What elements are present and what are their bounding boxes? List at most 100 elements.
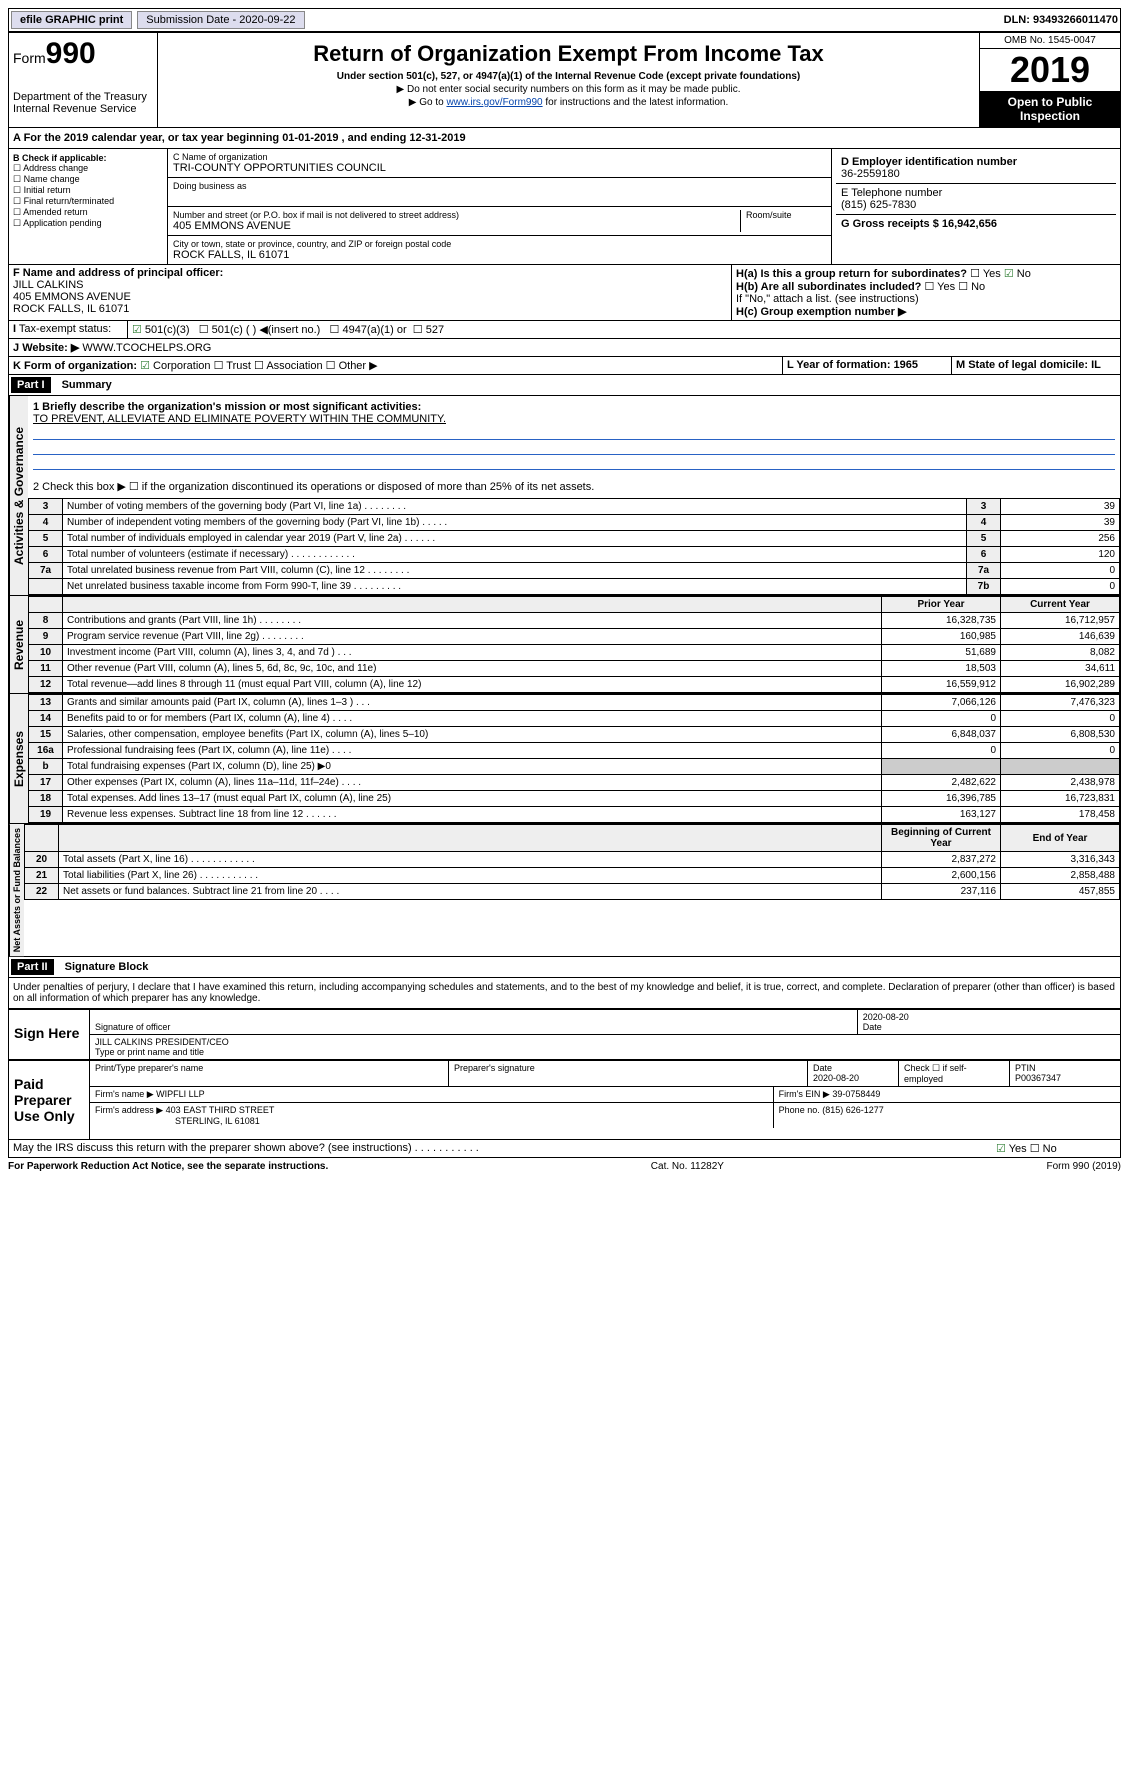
ein-label: D Employer identification number: [841, 156, 1017, 168]
table-cell: 256: [1001, 531, 1120, 547]
box-b-opt[interactable]: Final return/terminated: [13, 196, 163, 207]
table-cell: 2,858,488: [1001, 868, 1120, 884]
table-cell: 7,476,323: [1001, 695, 1120, 711]
box-b-opt[interactable]: Application pending: [13, 218, 163, 229]
table-cell: 178,458: [1001, 807, 1120, 823]
org-name: TRI-COUNTY OPPORTUNITIES COUNCIL: [173, 162, 826, 174]
table-cell: [1001, 759, 1120, 775]
efile-btn[interactable]: efile GRAPHIC print: [11, 11, 132, 29]
self-employed-check[interactable]: Check ☐ if self-employed: [899, 1061, 1010, 1086]
firm-phone: (815) 626-1277: [822, 1105, 884, 1115]
501c3-check[interactable]: 501(c)(3): [132, 324, 190, 336]
firm-addr: 403 EAST THIRD STREET: [166, 1105, 275, 1115]
phone-value: (815) 625-7830: [841, 199, 1111, 211]
q2: 2 Check this box ▶ ☐ if the organization…: [33, 480, 1115, 493]
table-cell: 120: [1001, 547, 1120, 563]
sig-date: 2020-08-20: [863, 1012, 1115, 1022]
paid-preparer-label: Paid Preparer Use Only: [9, 1061, 90, 1139]
table-cell: 2,600,156: [882, 868, 1001, 884]
ein-value: 36-2559180: [841, 168, 1111, 180]
table-cell: 16,396,785: [882, 791, 1001, 807]
box-b-opt[interactable]: Name change: [13, 174, 163, 185]
h-b: H(b) Are all subordinates included?: [736, 281, 921, 293]
org-address: 405 EMMONS AVENUE: [173, 220, 740, 232]
ha-no-check[interactable]: No: [1004, 268, 1031, 280]
table-cell: 16,723,831: [1001, 791, 1120, 807]
part-i-header: Part I: [11, 377, 51, 393]
line-a: A For the 2019 calendar year, or tax yea…: [9, 128, 1120, 148]
state-domicile: M State of legal domicile: IL: [956, 359, 1101, 371]
table-cell: 237,116: [882, 884, 1001, 900]
table-cell: 0: [1001, 579, 1120, 595]
form-ref: Form 990 (2019): [1047, 1161, 1121, 1172]
website-value: WWW.TCOCHELPS.ORG: [82, 342, 211, 354]
subtitle-1: Under section 501(c), 527, or 4947(a)(1)…: [164, 71, 973, 82]
form-number: 990: [46, 37, 96, 70]
table-cell: [882, 759, 1001, 775]
table-cell: 0: [1001, 711, 1120, 727]
table-cell: 2,482,622: [882, 775, 1001, 791]
table-cell: 8,082: [1001, 645, 1120, 661]
officer-name: JILL CALKINS: [13, 279, 84, 291]
box-b-opt[interactable]: Initial return: [13, 185, 163, 196]
website-label: Website: ▶: [22, 342, 79, 354]
box-b-opt[interactable]: Address change: [13, 163, 163, 174]
discuss-yes[interactable]: Yes: [996, 1143, 1027, 1155]
dln: DLN: 93493266011470: [1004, 14, 1118, 26]
officer-typed-name: JILL CALKINS PRESIDENT/CEO: [95, 1037, 1115, 1047]
irs-label: Internal Revenue Service: [13, 103, 153, 115]
firm-ein: 39-0758449: [832, 1089, 880, 1099]
table-cell: 7,066,126: [882, 695, 1001, 711]
public-inspection: Open to Public Inspection: [980, 91, 1120, 127]
instructions-link[interactable]: www.irs.gov/Form990: [446, 97, 542, 108]
table-cell: 16,328,735: [882, 613, 1001, 629]
table-cell: 146,639: [1001, 629, 1120, 645]
h-a: H(a) Is this a group return for subordin…: [736, 268, 967, 280]
table-cell: 16,712,957: [1001, 613, 1120, 629]
table-cell: 16,559,912: [882, 677, 1001, 693]
table-cell: 160,985: [882, 629, 1001, 645]
box-b-title: B Check if applicable:: [13, 153, 107, 163]
ptin: P00367347: [1015, 1073, 1061, 1083]
prep-date: 2020-08-20: [813, 1073, 859, 1083]
discuss-question: May the IRS discuss this return with the…: [13, 1142, 479, 1154]
tax-year: 2019: [980, 49, 1120, 91]
table-cell: 51,689: [882, 645, 1001, 661]
form-title: Return of Organization Exempt From Incom…: [162, 41, 975, 67]
org-city: ROCK FALLS, IL 61071: [173, 249, 826, 261]
corp-check[interactable]: Corporation: [140, 360, 210, 372]
perjury-statement: Under penalties of perjury, I declare th…: [8, 978, 1121, 1009]
sidebar-revenue: Revenue: [9, 596, 28, 693]
table-cell: 0: [1001, 563, 1120, 579]
dba-label: Doing business as: [173, 181, 826, 191]
table-cell: 6,808,530: [1001, 727, 1120, 743]
sig-officer: Signature of officer: [95, 1022, 852, 1032]
table-cell: 6,848,037: [882, 727, 1001, 743]
paperwork-notice: For Paperwork Reduction Act Notice, see …: [8, 1161, 328, 1172]
phone-label: E Telephone number: [841, 187, 1111, 199]
part-ii-header: Part II: [11, 959, 54, 975]
header-grid: B Check if applicable: Address changeNam…: [8, 149, 1121, 265]
table-cell: 163,127: [882, 807, 1001, 823]
table-cell: 2,837,272: [882, 852, 1001, 868]
year-formation: L Year of formation: 1965: [787, 359, 918, 371]
table-cell: 2,438,978: [1001, 775, 1120, 791]
officer-label: F Name and address of principal officer:: [13, 267, 223, 279]
table-cell: 16,902,289: [1001, 677, 1120, 693]
table-cell: 0: [882, 711, 1001, 727]
form-label: Form: [13, 50, 46, 66]
table-cell: 39: [1001, 515, 1120, 531]
tax-exempt-label: Tax-exempt status:: [19, 323, 111, 335]
firm-name: WIPFLI LLP: [156, 1089, 205, 1099]
omb-number: OMB No. 1545-0047: [980, 33, 1120, 49]
table-cell: 3,316,343: [1001, 852, 1120, 868]
q1-answer: TO PREVENT, ALLEVIATE AND ELIMINATE POVE…: [33, 413, 1115, 425]
form-header: Form990 Department of the Treasury Inter…: [8, 32, 1121, 128]
table-cell: 39: [1001, 499, 1120, 515]
sidebar-netassets: Net Assets or Fund Balances: [9, 824, 24, 956]
q1-label: 1 Briefly describe the organization's mi…: [33, 401, 421, 413]
submission-date: Submission Date - 2020-09-22: [137, 11, 304, 29]
box-b-opt[interactable]: Amended return: [13, 207, 163, 218]
table-cell: 0: [882, 743, 1001, 759]
table-cell: 18,503: [882, 661, 1001, 677]
